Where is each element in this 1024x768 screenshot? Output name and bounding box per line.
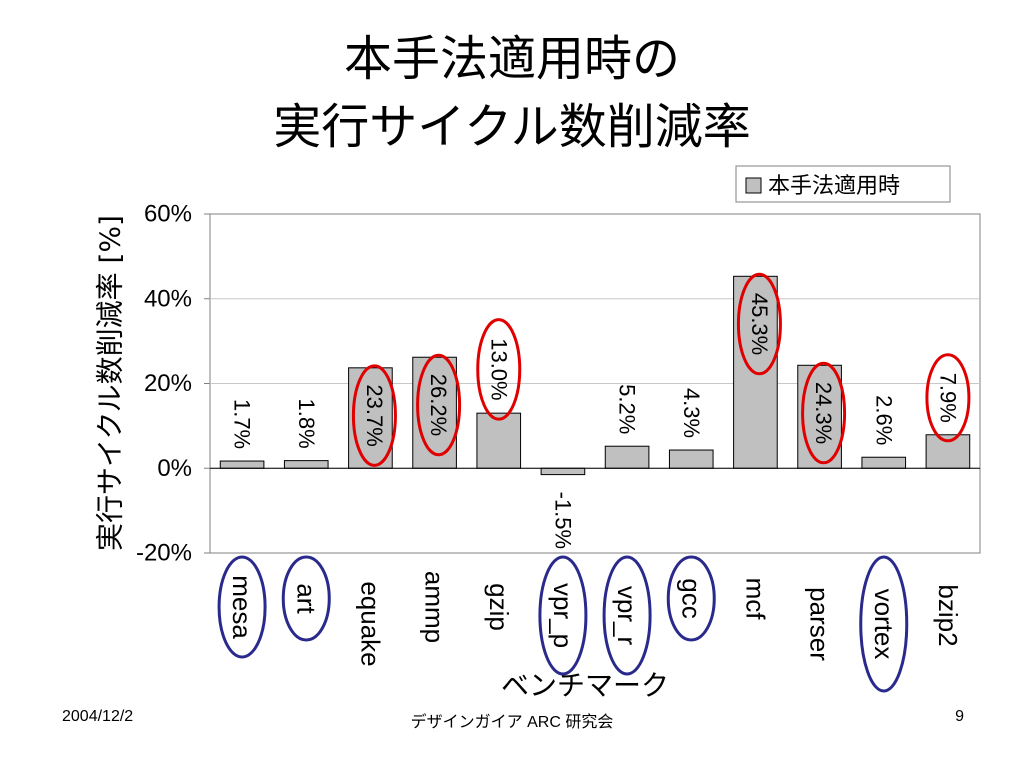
value-highlight-ellipse	[476, 318, 522, 421]
data-label: -1.5%	[550, 492, 575, 549]
bar-chart: 60% 40% 20% 0% -20% 1.7% 1.8% 23.7% 26.2% 13.0% -…	[94, 165, 981, 700]
benchmark-highlight-ellipse	[217, 555, 267, 659]
bar-vortex	[861, 456, 907, 469]
bar-vpr_r	[604, 445, 650, 469]
category-label-gcc: gcc	[676, 578, 706, 618]
y-tick-label: 20%	[144, 370, 192, 397]
y-tick-labels: 60% 40% 20% 0% -20%	[136, 201, 192, 567]
category-label-art: art	[291, 583, 321, 614]
benchmark-highlight-ellipse	[666, 555, 716, 642]
category-label-vpr_r: vpr_r	[612, 586, 642, 646]
benchmark-highlight-ellipse	[859, 555, 909, 693]
data-label: 5.2%	[615, 384, 640, 434]
y-axis-label: 実行サイクル数削減率 [%]	[94, 215, 127, 551]
slide-title-line-2: 実行サイクル数削減率	[273, 99, 751, 155]
bar-equake	[348, 367, 393, 469]
category-label-equake: equake	[355, 581, 385, 666]
bar-vpr_p	[540, 467, 586, 476]
data-label: 24.3%	[811, 382, 836, 444]
legend-swatch	[745, 177, 762, 194]
category-labels: mesa art equake ammp gzip vpr_p vpr_r gcc mcf par…	[227, 571, 963, 667]
footer-page-number: 9	[955, 708, 964, 725]
data-label: 1.8%	[294, 399, 319, 449]
data-label: 1.7%	[230, 399, 255, 449]
data-label: 4.3%	[679, 388, 704, 438]
bar-gcc	[668, 449, 714, 469]
data-label: 13.0%	[486, 338, 511, 400]
category-label-mesa: mesa	[227, 575, 257, 639]
bar-mesa	[219, 460, 265, 469]
bar-art	[283, 460, 329, 469]
value-highlight-ellipse	[351, 364, 397, 467]
data-labels: 1.7% 1.8% 23.7% 26.2% 13.0% -1.5% 5.2% 4.3% 45.3…	[230, 293, 961, 549]
legend: 本手法適用時	[735, 165, 951, 203]
category-label-ammp: ammp	[420, 571, 450, 643]
value-highlight-ellipse	[801, 361, 847, 465]
slide-title-line-1: 本手法適用時の	[343, 31, 680, 87]
y-tick-label: 0%	[157, 455, 192, 482]
legend-box	[735, 165, 951, 203]
category-label-bzip2: bzip2	[933, 584, 963, 646]
category-label-vpr_p: vpr_p	[548, 583, 578, 648]
value-highlight-ellipse	[925, 353, 971, 443]
benchmark-highlight-ellipse	[281, 555, 331, 642]
data-label: 23.7%	[362, 384, 387, 446]
footer-organization: デザインガイア ARC 研究会	[410, 714, 614, 731]
bar-gzip	[476, 412, 522, 469]
benchmark-highlight-ellipse	[538, 555, 588, 676]
category-label-gzip: gzip	[484, 583, 514, 631]
data-label: 26.2%	[426, 374, 451, 436]
y-tick-label: -20%	[136, 540, 192, 567]
data-label: 7.9%	[935, 373, 960, 423]
value-highlight-ellipse	[736, 272, 782, 376]
value-highlight-ellipse	[416, 353, 462, 457]
x-axis-label: ベンチマーク	[501, 669, 669, 700]
data-label: 45.3%	[747, 293, 772, 355]
category-label-vortex: vortex	[869, 589, 899, 660]
highlight-ellipses	[217, 272, 971, 693]
footer-date: 2004/12/2	[62, 708, 134, 725]
benchmark-highlight-ellipse	[602, 555, 652, 676]
y-tick-label: 40%	[144, 285, 192, 312]
data-label: 2.6%	[871, 395, 896, 445]
y-tick-label: 60%	[144, 201, 192, 228]
legend-label: 本手法適用時	[768, 174, 900, 199]
category-label-mcf: mcf	[740, 578, 770, 621]
category-label-parser: parser	[805, 587, 835, 661]
